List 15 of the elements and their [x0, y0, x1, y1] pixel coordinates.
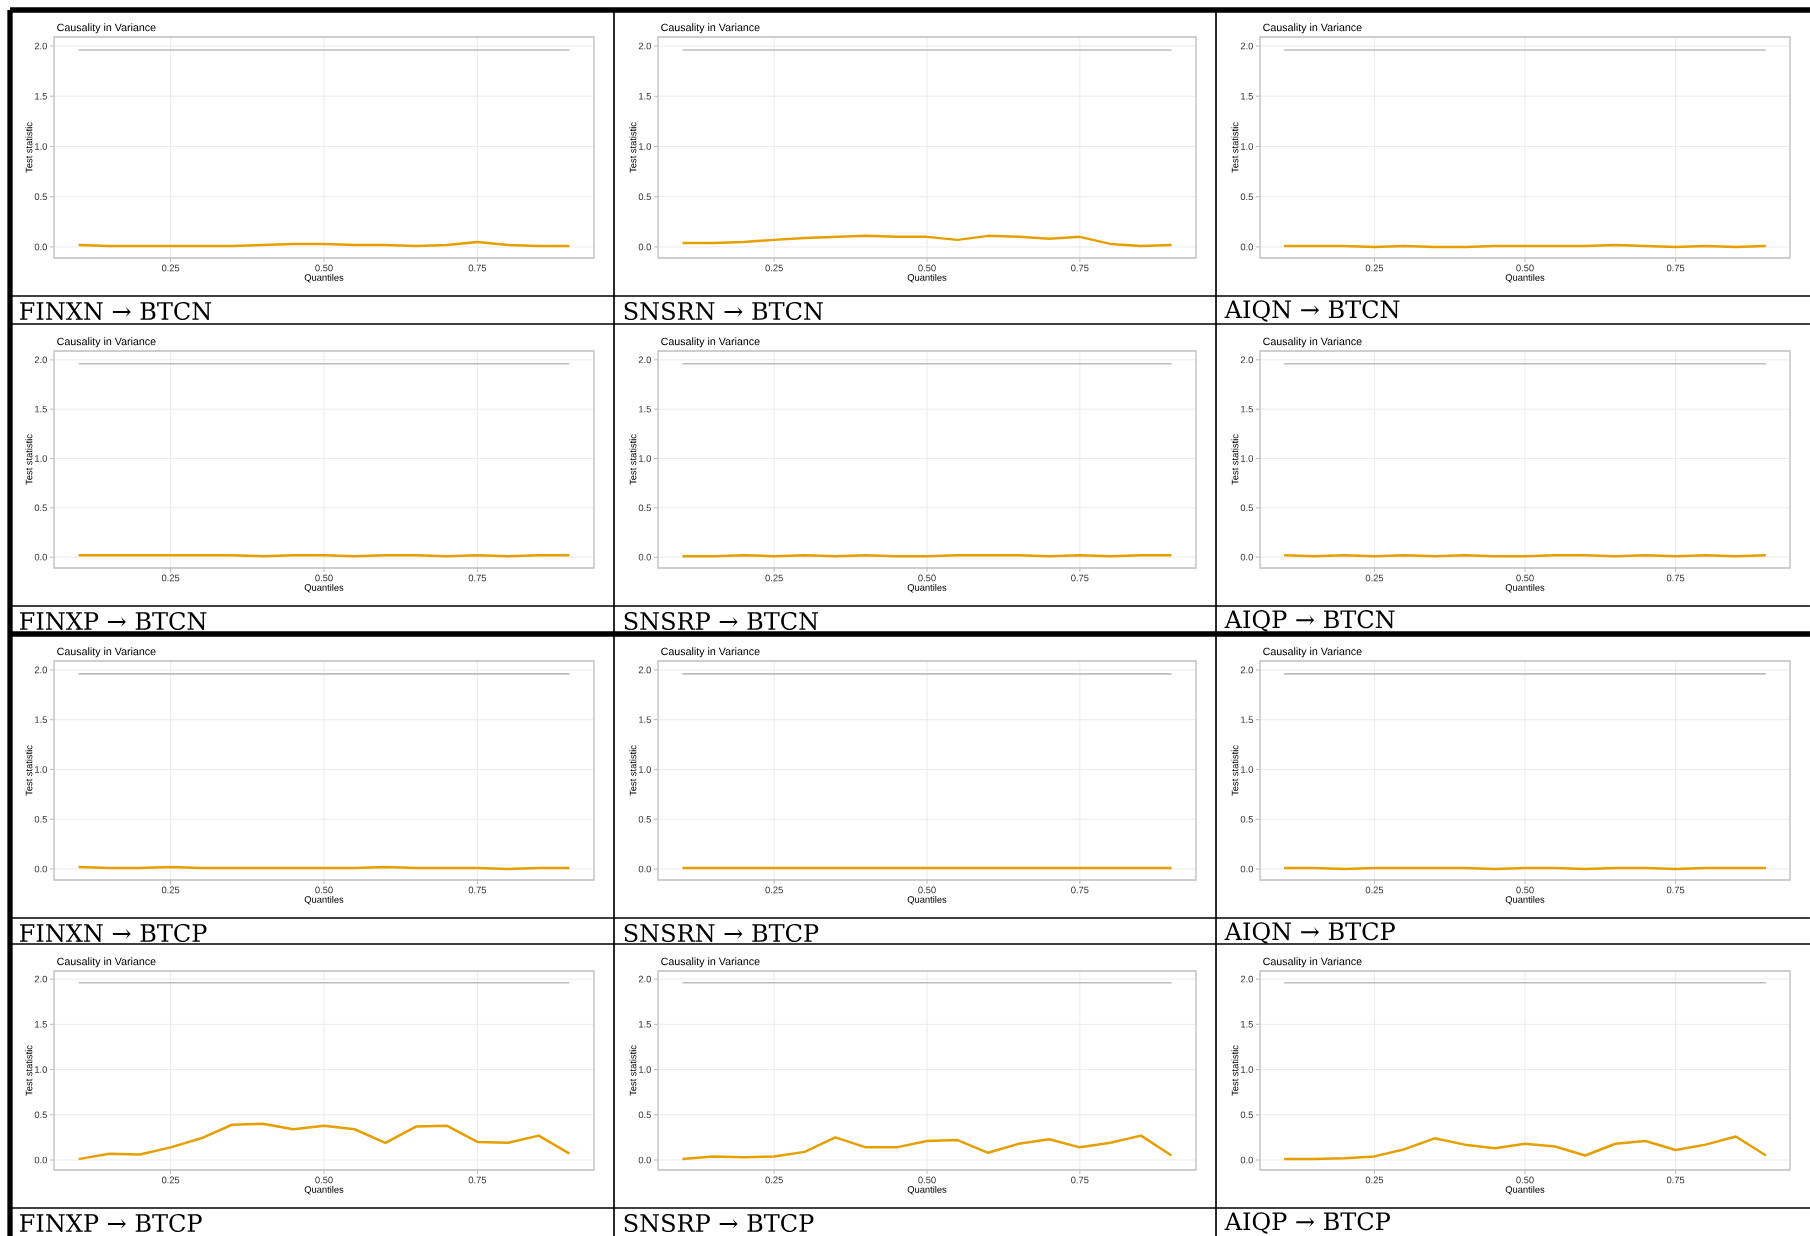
line-series — [77, 1122, 571, 1161]
text: AIQP → BTCN — [1224, 610, 1395, 632]
text: SNSRN → BTCP — [624, 923, 819, 943]
text: AIQN → BTCP — [1224, 922, 1395, 944]
line-series — [1282, 1135, 1768, 1161]
text: FINXP → BTCN — [19, 611, 207, 631]
text: SNSRP → BTCN — [624, 611, 819, 631]
text: FINXP → BTCP — [19, 1213, 202, 1233]
text: SNSRN → BTCN — [624, 301, 823, 321]
text: AIQP → BTCP — [1224, 1212, 1390, 1234]
text: AIQN → BTCN — [1224, 300, 1400, 322]
line-series — [681, 1134, 1173, 1161]
text: FINXN → BTCN — [19, 301, 212, 321]
text: FINXN → BTCP — [19, 923, 207, 943]
text: SNSRP → BTCP — [624, 1213, 814, 1233]
